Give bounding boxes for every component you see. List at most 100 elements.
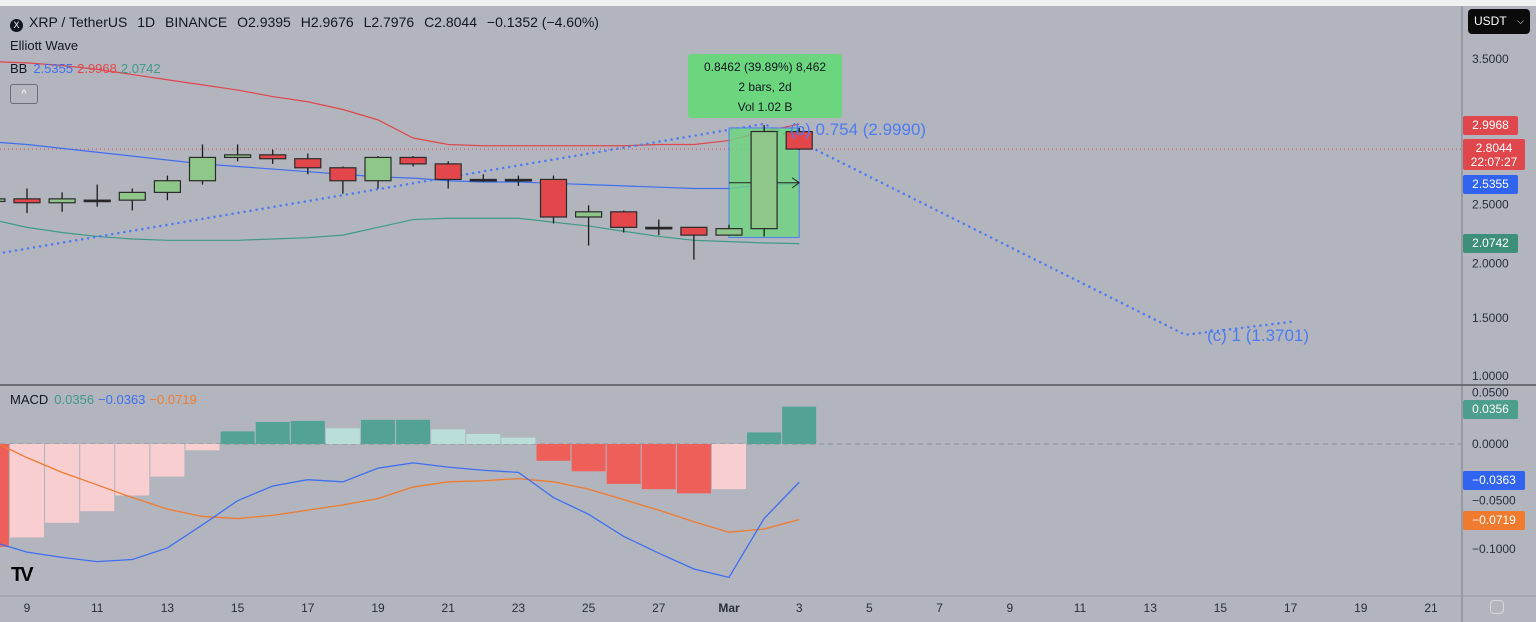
macd-histogram-bar — [782, 406, 817, 444]
candle-body — [434, 163, 462, 181]
candle-body — [83, 199, 111, 203]
macd-histogram-bar — [641, 444, 676, 490]
xrp-logo-icon: X — [10, 19, 23, 32]
elliott-wave-path — [0, 122, 1292, 337]
bb-lower-badge: 2.0742 — [1463, 234, 1518, 253]
candle-body — [294, 158, 322, 169]
macd-histogram-bar — [361, 419, 395, 444]
macd-signal-value: −0.0719 — [149, 392, 197, 407]
exchange: BINANCE — [165, 14, 228, 30]
measure-tooltip: 0.8462 (39.89%) 8,462 2 bars, 2d Vol 1.0… — [688, 54, 842, 118]
ohlc-low: L2.7976 — [363, 14, 415, 30]
time-axis-tick: 11 — [91, 601, 104, 615]
bb-lower-value: 2.0742 — [120, 61, 161, 76]
bb-lower-line — [0, 217, 800, 245]
collapse-legend-button[interactable]: ^ — [10, 84, 38, 104]
ohlc-high: H2.9676 — [300, 14, 354, 30]
time-axis-tick: 17 — [1284, 601, 1298, 615]
candle-body — [13, 198, 41, 204]
time-axis-tick: 13 — [161, 601, 175, 615]
macd-legend[interactable]: MACD 0.0356 −0.0363 −0.0719 — [10, 392, 203, 407]
bb-label: BB — [10, 61, 28, 76]
time-axis-tick: 9 — [24, 601, 31, 615]
time-axis-tick: 15 — [231, 601, 245, 615]
candle-body — [680, 226, 708, 236]
price-axis-tick: 1.0000 — [1472, 369, 1509, 383]
ohlc-open: O2.9395 — [237, 14, 291, 30]
wave-label-b[interactable]: (b) 0.754 (2.9990) — [790, 120, 927, 139]
time-axis-tick: 15 — [1214, 601, 1228, 615]
macd-histogram-bar — [501, 437, 536, 444]
macd-histogram-bar — [80, 444, 115, 512]
currency-select[interactable]: USDT ⌵ — [1468, 9, 1530, 34]
macd-histogram-bar — [325, 428, 360, 444]
time-axis-tick: 3 — [796, 601, 803, 615]
candle-body — [504, 178, 532, 182]
currency-label: USDT — [1474, 14, 1507, 28]
interval[interactable]: 1D — [137, 14, 156, 30]
macd-histogram-bar — [150, 444, 185, 477]
settings-icon[interactable] — [1490, 600, 1504, 614]
elliott-wave-label: Elliott Wave — [10, 38, 79, 53]
candle-body — [0, 198, 6, 203]
symbol-legend[interactable]: X XRP / TetherUS 1D BINANCE O2.9395 H2.96… — [10, 14, 605, 32]
candle-body — [750, 130, 778, 230]
macd-histogram-bar — [712, 444, 746, 490]
measure-volume: Vol 1.02 B — [737, 100, 793, 114]
macd-histogram-bar — [10, 444, 44, 538]
candle-body — [259, 154, 287, 160]
time-axis-tick: 19 — [371, 601, 385, 615]
time-axis-tick: 9 — [1006, 601, 1013, 615]
time-axis-tick: 13 — [1144, 601, 1158, 615]
candle-body — [574, 211, 603, 218]
macd-line — [0, 462, 800, 579]
macd-histogram-bar — [45, 444, 80, 523]
bb-basis-badge: 2.5355 — [1463, 175, 1518, 194]
candle-body — [118, 191, 146, 201]
measure-arrow-head — [791, 177, 801, 189]
macd-hist-badge: 0.0356 — [1463, 400, 1518, 419]
candle-body — [645, 226, 673, 230]
macd-histogram-bar — [676, 444, 711, 494]
chevron-down-icon: ⌵ — [1517, 16, 1524, 26]
time-axis-tick: 19 — [1354, 601, 1368, 615]
macd-axis-tick: −0.1000 — [1472, 542, 1516, 556]
macd-line-value: −0.0363 — [98, 392, 146, 407]
bb-upper-value: 2.9968 — [77, 61, 117, 76]
time-axis-tick: 17 — [301, 601, 315, 615]
macd-axis-tick: 0.0000 — [1472, 437, 1509, 451]
time-axis-tick: 25 — [582, 601, 596, 615]
price-axis-tick: 1.5000 — [1472, 311, 1509, 325]
candle-body — [539, 178, 568, 218]
candle-body — [48, 198, 76, 204]
price-axis-tick: 3.5000 — [1472, 52, 1509, 66]
bar-countdown: 22:07:27 — [1470, 155, 1518, 169]
time-axis-tick: 23 — [512, 601, 526, 615]
macd-histogram-bar — [396, 419, 431, 444]
bb-basis-line — [0, 141, 800, 190]
macd-histogram-bar — [536, 444, 571, 461]
symbol-name[interactable]: XRP / TetherUS — [29, 14, 128, 30]
macd-histogram-bar — [606, 444, 641, 484]
time-axis-tick: 5 — [866, 601, 873, 615]
macd-signal-badge: −0.0719 — [1463, 511, 1525, 530]
tradingview-logo-icon[interactable]: TV — [11, 564, 33, 586]
price-axis-tick: 2.5000 — [1472, 198, 1509, 212]
bb-upper-line — [0, 61, 800, 147]
bb-upper-badge: 2.9968 — [1463, 116, 1518, 135]
price-change: −0.1352 (−4.60%) — [486, 14, 599, 30]
macd-histogram-bar — [255, 421, 290, 444]
macd-histogram-bar — [220, 431, 255, 444]
time-axis-tick: 11 — [1074, 601, 1087, 615]
price-axis-tick: 2.0000 — [1472, 256, 1509, 270]
macd-histogram-bar — [571, 444, 606, 472]
macd-histogram-bar — [0, 444, 9, 547]
candle-body — [715, 228, 743, 236]
candle-body — [785, 130, 813, 150]
bb-legend[interactable]: BB 2.5355 2.9968 2.0742 — [10, 61, 167, 76]
candle-body — [469, 178, 497, 182]
elliott-wave-legend[interactable]: Elliott Wave — [10, 38, 84, 53]
measure-change: 0.8462 (39.89%) 8,462 — [703, 60, 827, 74]
wave-label-c[interactable]: (c) 1 (1.3701) — [1207, 326, 1310, 345]
